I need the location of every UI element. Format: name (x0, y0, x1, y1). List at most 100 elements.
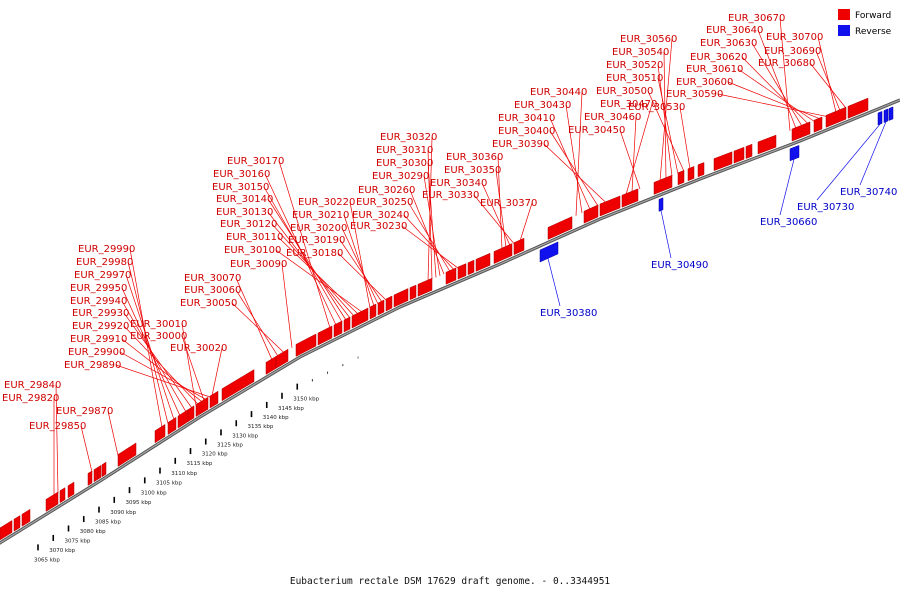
kbp-label: 3085 kbp (95, 520, 121, 526)
leader-line (127, 261, 169, 424)
genome-axis (0, 98, 900, 545)
forward-gene (295, 333, 317, 357)
forward-gene (209, 390, 219, 409)
forward-gene (733, 146, 745, 164)
leader-line (751, 42, 803, 127)
forward-gene (791, 121, 811, 142)
kbp-label: 3070 kbp (49, 548, 75, 554)
leader-line (231, 302, 285, 353)
forward-gene-label: EUR_30400 (498, 126, 555, 137)
forward-gene-label: EUR_30620 (690, 52, 747, 63)
reverse-swatch (838, 25, 850, 36)
forward-gene-label: EUR_30560 (620, 34, 677, 45)
leader-line (339, 239, 383, 303)
forward-gene-label: EUR_30640 (706, 25, 763, 36)
forward-gene (825, 106, 847, 128)
forward-gene-label: EUR_30170 (227, 156, 284, 167)
forward-gene (687, 166, 695, 182)
forward-gene-label: EUR_30460 (584, 112, 641, 123)
forward-gene-label: EUR_30150 (212, 182, 269, 193)
leader-line (407, 201, 451, 272)
forward-gene-label: EUR_30180 (286, 248, 343, 259)
legend-forward: Forward (855, 11, 891, 21)
leader-line (267, 198, 347, 321)
forward-gene-label: EUR_30050 (180, 298, 237, 309)
forward-gene (409, 284, 417, 301)
forward-gene-label: EUR_30630 (700, 38, 757, 49)
leader-line (121, 300, 187, 413)
forward-gene-label: EUR_30690 (764, 46, 821, 57)
kbp-label: 3140 kbp (263, 415, 289, 421)
forward-gene-label: EUR_29900 (68, 347, 125, 358)
forward-gene (275, 348, 289, 369)
kbp-label: 3080 kbp (80, 529, 106, 535)
forward-gene (67, 481, 75, 499)
genome-caption: Eubacterium rectale DSM 17629 draft geno… (289, 576, 611, 587)
forward-gene-label: EUR_30430 (514, 100, 571, 111)
forward-gene-label: EUR_30020 (170, 343, 227, 354)
reverse-gene (539, 241, 559, 263)
leader-line (278, 160, 331, 329)
kbp-label: 3115 kbp (187, 461, 213, 467)
forward-gene-label: EUR_30230 (350, 221, 407, 232)
forward-gene-label: EUR_29950 (70, 283, 127, 294)
forward-gene (117, 442, 137, 467)
leader-line (619, 129, 641, 190)
forward-gene (547, 216, 573, 240)
reverse-gene-label: EUR_30740 (840, 187, 897, 198)
leader-line (115, 364, 211, 398)
forward-gene (677, 170, 685, 186)
leader-line (519, 202, 533, 242)
leader-line (549, 117, 591, 210)
leader-line (107, 410, 119, 456)
forward-gene-label: EUR_30360 (446, 152, 503, 163)
leader-line (181, 323, 197, 406)
kbp-label: 3090 kbp (110, 510, 136, 516)
leader-line (717, 93, 827, 117)
forward-gene-label: EUR_30190 (288, 235, 345, 246)
forward-gene (195, 396, 209, 418)
forward-gene-label: EUR_30210 (292, 210, 349, 221)
forward-gene (493, 243, 513, 264)
forward-gene-label: EUR_29850 (29, 421, 86, 432)
forward-gene-label: EUR_30290 (372, 171, 429, 182)
reverse-gene-label: EUR_30380 (540, 308, 597, 319)
forward-gene (317, 325, 333, 346)
forward-gene (847, 97, 869, 119)
legend: Forward Reverse (838, 9, 892, 37)
forward-gene-label: EUR_30000 (130, 331, 187, 342)
leader-lines (53, 17, 887, 496)
gene-labels: EUR_29840 EUR_29820 EUR_29870 EUR_29850 EUR_… (2, 13, 897, 432)
forward-gene (21, 508, 31, 527)
forward-gene-label: EUR_30200 (290, 223, 347, 234)
reverse-gene (877, 111, 883, 126)
kbp-label: 3135 kbp (248, 424, 274, 430)
forward-gene-label: EUR_30530 (628, 102, 685, 113)
forward-gene (621, 188, 639, 208)
forward-gene-label: EUR_30370 (480, 198, 537, 209)
leader-line (263, 186, 343, 323)
forward-gene-label: EUR_29970 (74, 270, 131, 281)
leader-line (337, 252, 387, 301)
forward-gene-label: EUR_29870 (56, 406, 113, 417)
forward-gene-label: EUR_30010 (130, 319, 187, 330)
forward-gene (369, 303, 377, 320)
leader-line (473, 194, 515, 244)
kbp-label: 3130 kbp (232, 433, 258, 439)
leader-line (809, 62, 847, 109)
forward-gene-label: EUR_30390 (492, 139, 549, 150)
leader-line (423, 175, 441, 276)
kbp-label: 3105 kbp (156, 481, 182, 487)
forward-gene-label: EUR_30160 (213, 169, 270, 180)
leader-line (660, 210, 672, 259)
reverse-gene (888, 106, 894, 121)
leader-line (125, 274, 175, 420)
legend-reverse: Reverse (855, 27, 892, 37)
leader-line (543, 143, 607, 203)
leader-line (343, 214, 375, 307)
forward-gene (377, 299, 385, 316)
forward-gene-label: EUR_30120 (220, 219, 277, 230)
forward-gene (93, 466, 99, 483)
leader-line (211, 347, 223, 396)
forward-gene-label: EUR_30470 (600, 99, 657, 110)
